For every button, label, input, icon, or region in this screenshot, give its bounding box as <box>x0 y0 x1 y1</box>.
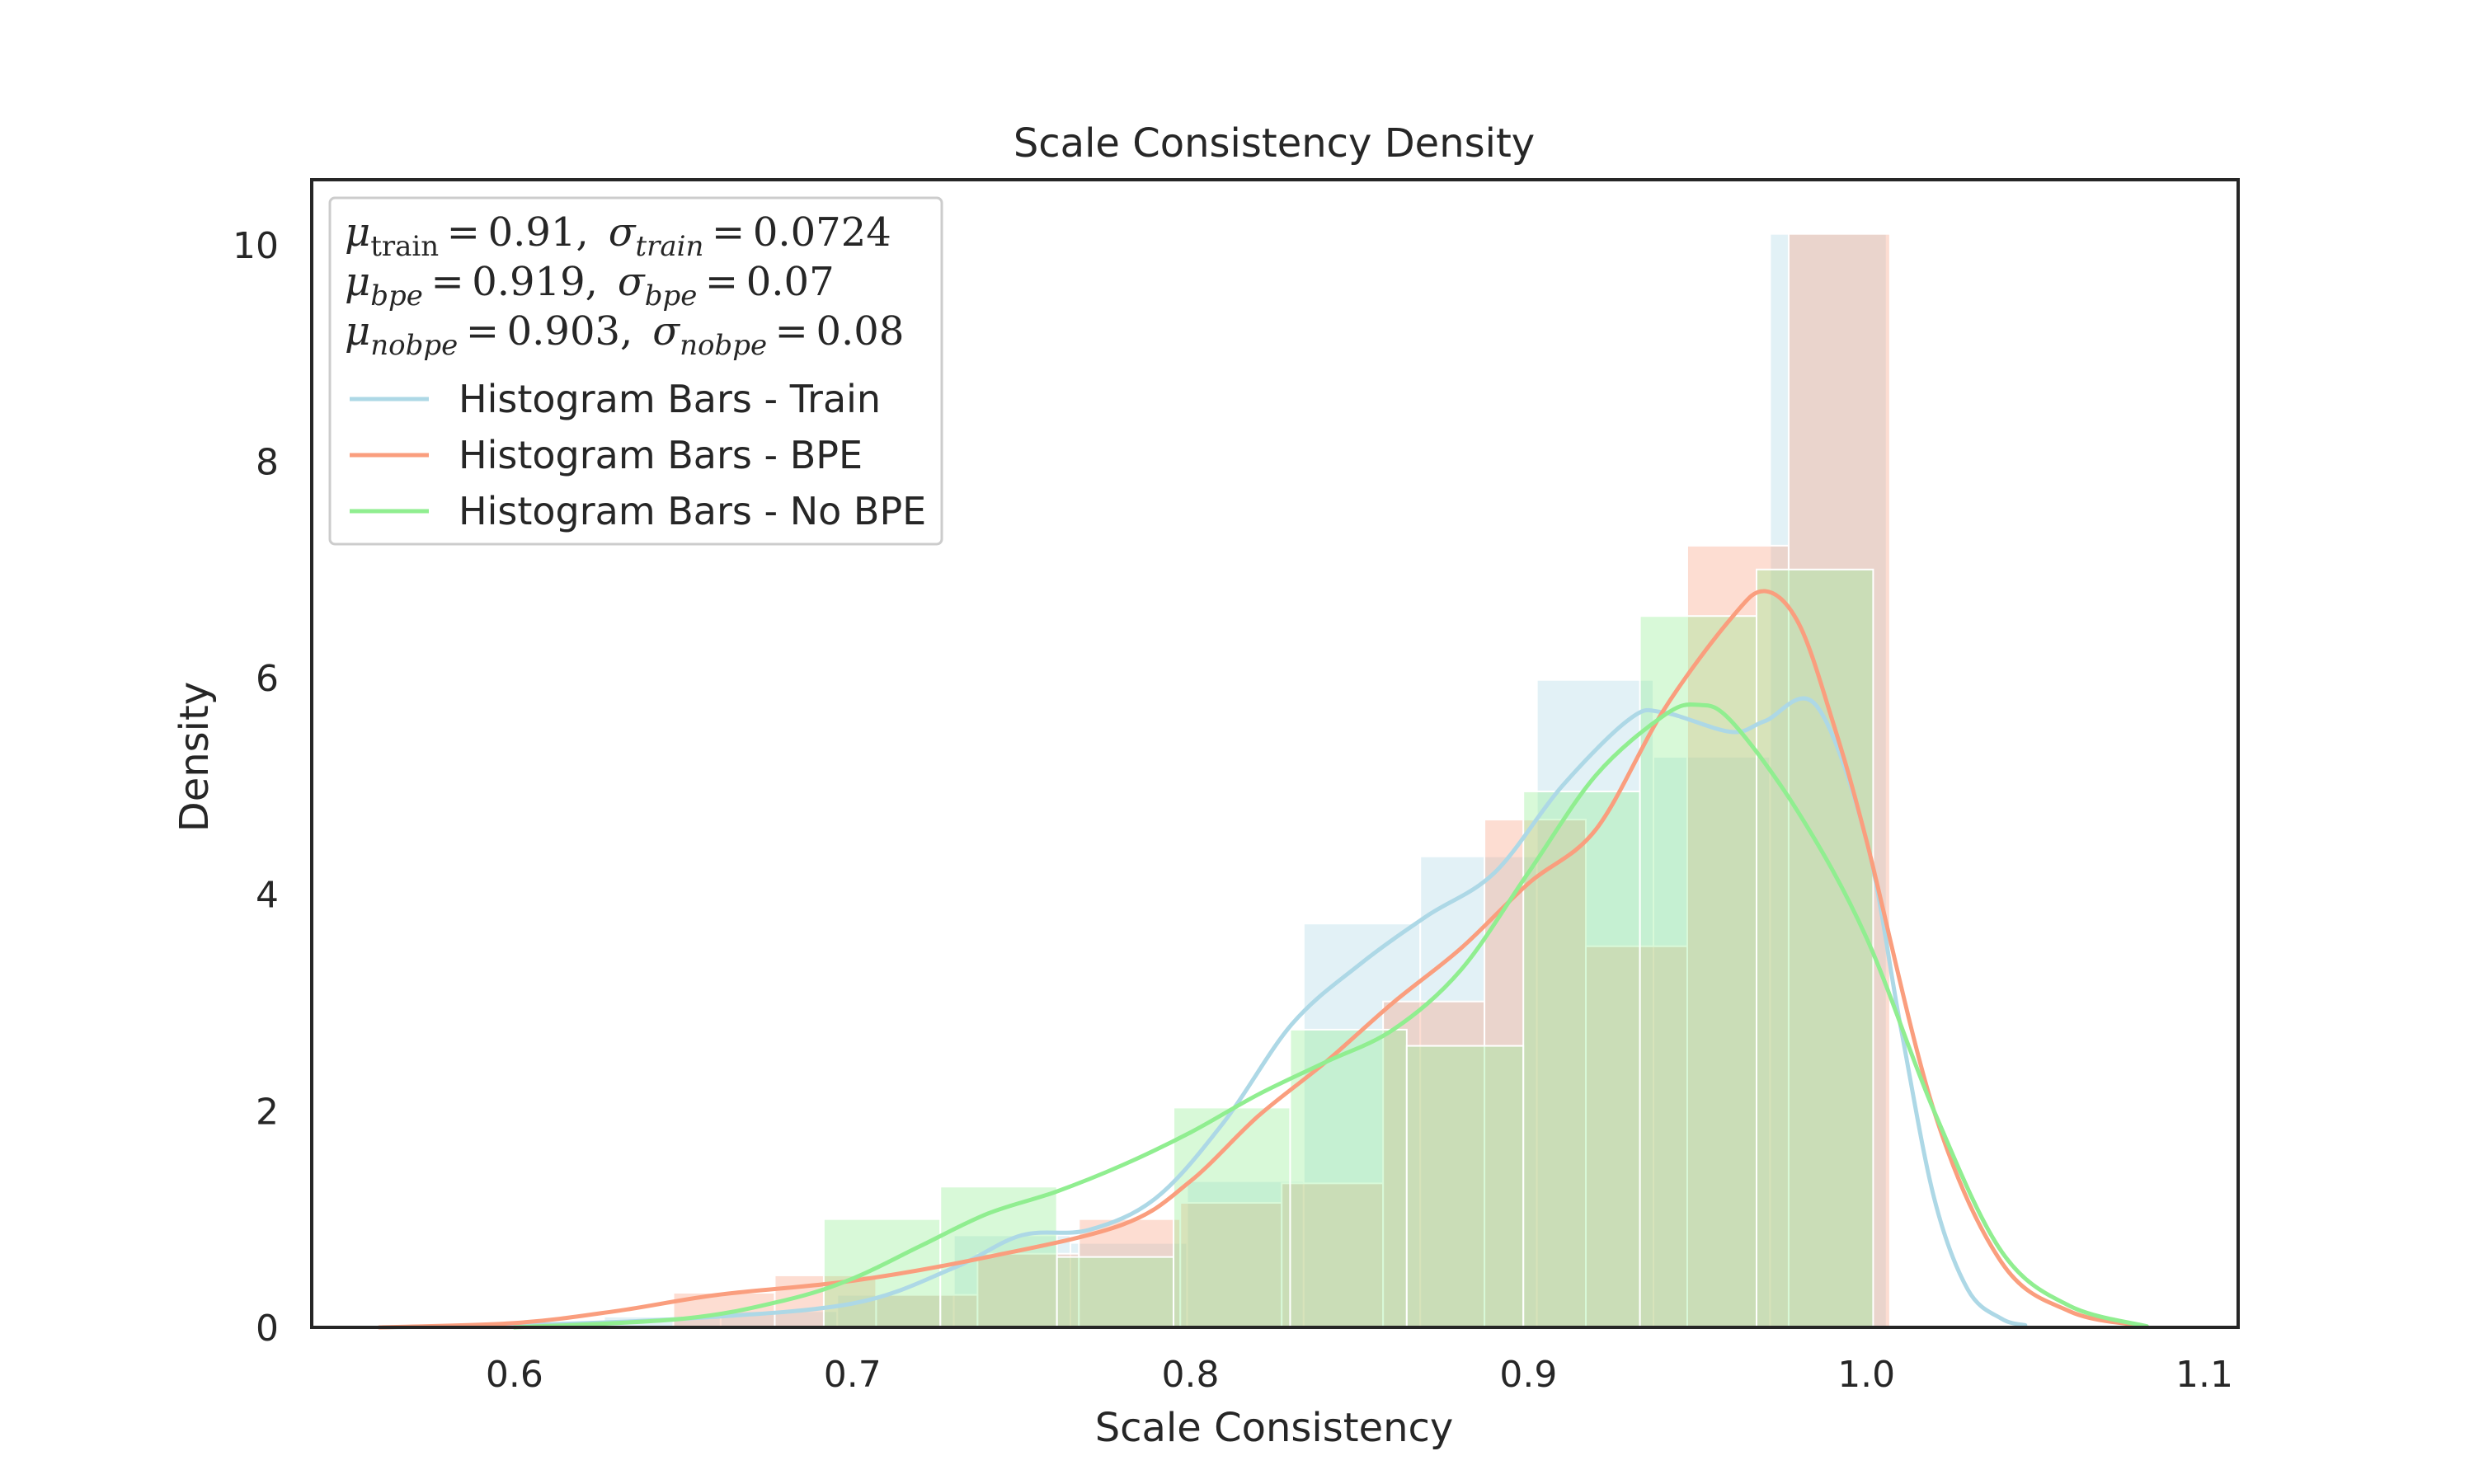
histogram-bar-series-0-8 <box>1536 679 1655 1328</box>
legend-stat-line: μtrain = 0.91, σtrain = 0.0724 <box>345 209 891 263</box>
kde-layer <box>377 589 2149 1330</box>
histogram-bar-series-2-0 <box>822 1218 942 1328</box>
legend-box <box>328 196 943 546</box>
histogram-bar-series-1-9 <box>1585 945 1688 1329</box>
histogram-bar-series-2-6 <box>1522 790 1641 1328</box>
y-axis-label: Density <box>172 682 218 832</box>
bars-layer <box>603 232 1891 1329</box>
legend-stat-line: μbpe = 0.919, σbpe = 0.07 <box>345 259 835 312</box>
x-tick-label: 0.7 <box>824 1354 882 1396</box>
histogram-bar-series-1-3 <box>976 1252 1080 1329</box>
y-tick-label: 4 <box>256 875 279 917</box>
y-tick-label: 6 <box>256 658 279 700</box>
histogram-bar-series-2-4 <box>1289 1028 1408 1328</box>
histogram-bar-series-1-8 <box>1484 819 1587 1328</box>
x-tick-label: 1.0 <box>1837 1354 1895 1396</box>
kde-curve-series-1 <box>377 589 2139 1330</box>
histogram-bar-series-2-5 <box>1405 1045 1525 1328</box>
legend-entries: Histogram Bars - Train Histogram Bars - B… <box>350 377 926 533</box>
kde-curve-series-2 <box>512 702 2149 1330</box>
legend-entry-label: Histogram Bars - Train <box>459 377 881 421</box>
legend-entry-label: Histogram Bars - No BPE <box>459 489 926 533</box>
x-axis-label: Scale Consistency <box>1095 1405 1454 1451</box>
y-tick-label: 10 <box>233 225 279 267</box>
histogram-bar-series-1-6 <box>1281 1182 1385 1328</box>
x-tick-label: 0.6 <box>486 1354 543 1396</box>
legend-stat-line: μnobpe = 0.903, σnobpe = 0.08 <box>345 308 904 362</box>
y-ticks: 0 2 4 6 8 10 <box>233 225 279 1350</box>
histogram-bar-series-0-10 <box>1769 232 1888 1328</box>
x-tick-label: 0.9 <box>1499 1354 1557 1396</box>
legend-entry-label: Histogram Bars - BPE <box>459 433 863 477</box>
x-tick-label: 0.8 <box>1162 1354 1220 1396</box>
histogram-bar-series-1-5 <box>1179 1201 1283 1328</box>
x-ticks: 0.6 0.7 0.8 0.9 1.0 1.1 <box>486 1354 2233 1396</box>
y-tick-label: 2 <box>256 1091 279 1133</box>
x-tick-label: 1.1 <box>2175 1354 2233 1396</box>
histogram-bar-series-1-7 <box>1382 1000 1486 1328</box>
histogram-bar-series-0-9 <box>1653 755 1771 1328</box>
histogram-bar-series-0-7 <box>1419 855 1538 1329</box>
y-tick-label: 8 <box>256 441 279 483</box>
y-tick-label: 0 <box>256 1308 279 1350</box>
histogram-bar-series-2-2 <box>1056 1256 1175 1328</box>
chart-title: Scale Consistency Density <box>1014 120 1535 167</box>
kde-curve-series-0 <box>377 696 2028 1330</box>
plot-frame <box>310 178 2240 1329</box>
histogram-bar-series-2-8 <box>1756 568 1874 1328</box>
histogram-bar-series-1-4 <box>1078 1218 1182 1328</box>
